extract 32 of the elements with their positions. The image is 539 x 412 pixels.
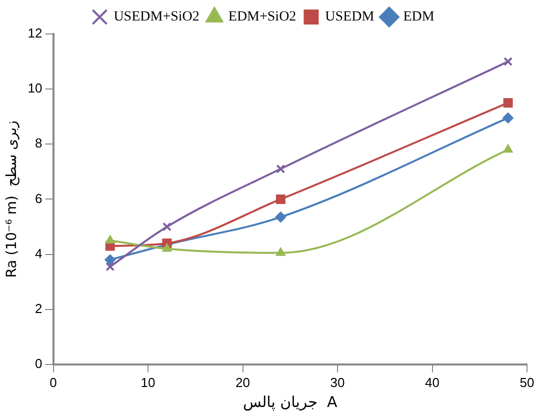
point xyxy=(162,243,172,252)
y-tick-label: 6 xyxy=(35,190,42,206)
point xyxy=(504,57,513,66)
y-tick-label: 0 xyxy=(35,356,42,371)
x-axis-title: جریان پالس A xyxy=(242,392,338,411)
y-axis-title: Ra (10⁻⁶ m) زبری سطح xyxy=(4,120,20,278)
point xyxy=(162,222,172,232)
x-tick-label: 0 xyxy=(50,374,57,390)
x-tick-label: 30 xyxy=(330,374,345,390)
x-tick-label: 10 xyxy=(140,374,156,390)
legend-label: EDM xyxy=(403,10,435,25)
legend-label: USEDM+SiO2 xyxy=(114,10,200,25)
point xyxy=(503,98,513,108)
point xyxy=(276,164,286,174)
point xyxy=(503,144,513,153)
point xyxy=(105,235,115,244)
point xyxy=(275,212,286,223)
y-tick-label: 12 xyxy=(28,26,42,41)
point xyxy=(104,254,116,266)
point xyxy=(276,194,286,204)
point xyxy=(502,112,514,124)
x-tick-label: 40 xyxy=(425,374,440,390)
x-tick-label: 20 xyxy=(236,374,250,390)
legend-label: USEDM xyxy=(325,10,375,25)
legend-label: EDM+SiO2 xyxy=(228,10,296,25)
y-tick-label: 4 xyxy=(35,246,42,261)
y-tick-label: 10 xyxy=(28,80,42,96)
y-tick-label: 8 xyxy=(35,136,42,151)
point xyxy=(276,247,286,256)
y-tick-label: 2 xyxy=(35,300,42,316)
point xyxy=(106,262,115,272)
x-tick-label: 50 xyxy=(520,374,534,390)
